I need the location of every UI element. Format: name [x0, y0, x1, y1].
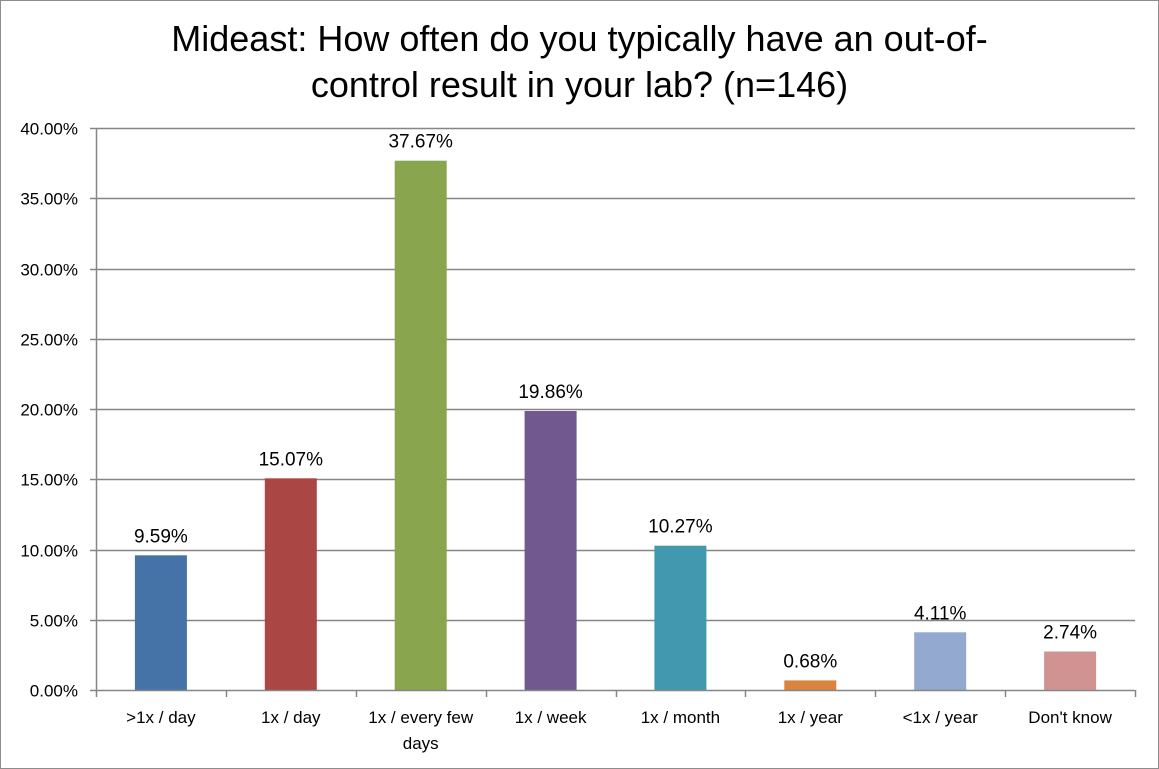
x-tick-label-line: 1x / every few: [368, 708, 474, 727]
chart-title: Mideast: How often do you typically have…: [0, 16, 1159, 108]
bar-6: [914, 632, 967, 690]
y-tick-label: 20.00%: [20, 401, 78, 420]
x-tick-label: 1x / day: [261, 708, 321, 727]
data-label: 15.07%: [259, 449, 324, 470]
bar-7: [1044, 651, 1097, 690]
y-tick-label: 25.00%: [20, 331, 78, 350]
x-tick-label-line: 1x / month: [641, 708, 720, 727]
x-tick-label: >1x / day: [126, 708, 196, 727]
data-label: 10.27%: [648, 517, 713, 538]
y-tick-label: 40.00%: [20, 120, 78, 139]
x-tick-label-line: >1x / day: [126, 708, 196, 727]
bar-3: [524, 411, 577, 690]
bar-2: [394, 160, 447, 690]
y-tick-label: 35.00%: [20, 190, 78, 209]
x-tick-label: 1x / year: [778, 708, 844, 727]
data-label: 4.11%: [914, 603, 967, 624]
x-tick-label-line: Don't know: [1028, 708, 1112, 727]
y-tick-label: 10.00%: [20, 542, 78, 561]
chart-title-line-2: control result in your lab? (n=146): [310, 64, 849, 105]
data-label: 0.68%: [783, 651, 837, 672]
x-tick-label-line: 1x / week: [515, 708, 587, 727]
bar-0: [134, 555, 187, 690]
data-label: 9.59%: [134, 526, 188, 547]
x-tick-label-line: 1x / year: [778, 708, 844, 727]
x-tick-label-line: 1x / day: [261, 708, 321, 727]
x-tick-label: 1x / every few days: [368, 708, 474, 753]
x-tick-label-line: days: [403, 734, 439, 753]
bar-1: [264, 478, 317, 690]
bar-4: [654, 545, 707, 690]
x-tick-label: 1x / week: [515, 708, 587, 727]
x-tick-label-line: <1x / year: [903, 708, 978, 727]
x-tick-label: Don't know: [1028, 708, 1112, 727]
y-tick-label: 15.00%: [20, 471, 78, 490]
y-tick-label: 5.00%: [30, 612, 78, 631]
x-tick-label: 1x / month: [641, 708, 720, 727]
data-label: 19.86%: [518, 382, 583, 403]
data-label: 2.74%: [1043, 623, 1097, 644]
x-tick-label: <1x / year: [903, 708, 978, 727]
y-tick-label: 0.00%: [30, 682, 78, 701]
bar-5: [784, 680, 837, 690]
chart-title-line-1: Mideast: How often do you typically have…: [171, 18, 988, 59]
data-label: 37.67%: [388, 132, 453, 153]
y-tick-label: 30.00%: [20, 261, 78, 280]
